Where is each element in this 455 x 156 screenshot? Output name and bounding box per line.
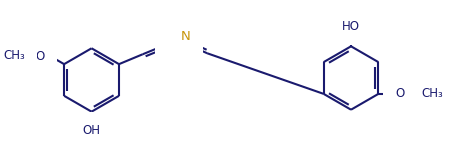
Text: CH₃: CH₃ [421, 87, 443, 100]
Text: O: O [36, 50, 45, 63]
Text: O: O [395, 87, 404, 100]
Text: N: N [181, 30, 190, 43]
Text: CH₃: CH₃ [4, 49, 25, 62]
Text: HO: HO [342, 20, 360, 33]
Text: OH: OH [82, 124, 101, 137]
Text: N: N [168, 41, 178, 54]
